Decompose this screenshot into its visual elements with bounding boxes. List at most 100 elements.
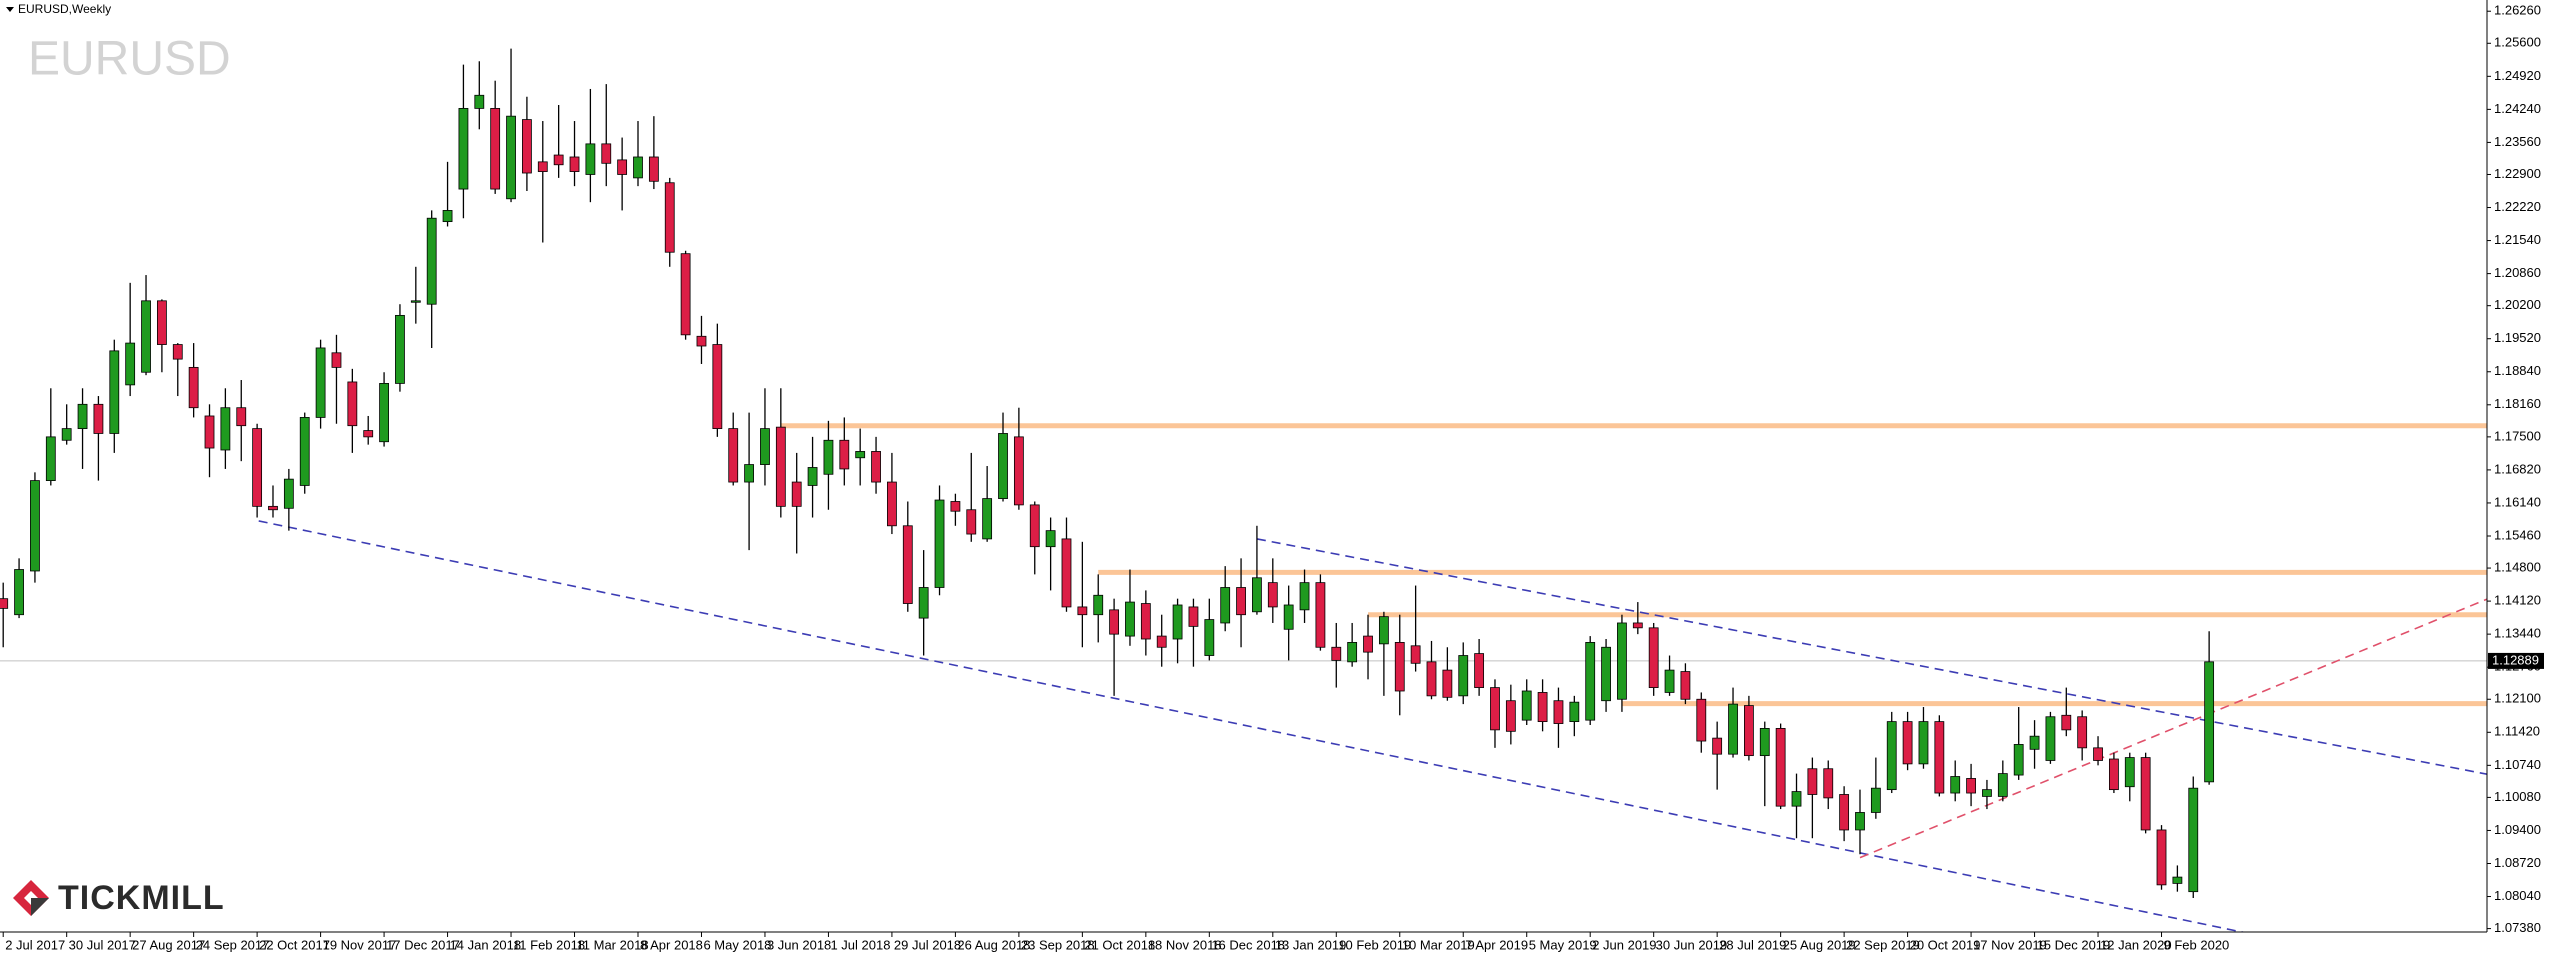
- y-tick-label: 1.07380: [2494, 920, 2541, 935]
- candle-body: [1077, 606, 1088, 616]
- candle-body: [1204, 619, 1215, 656]
- candle-body: [1648, 627, 1659, 688]
- current-price-label: 1.12889: [2492, 652, 2539, 667]
- candle-body: [2140, 757, 2151, 831]
- candle-body: [855, 451, 866, 459]
- x-tick-label: 22 Sep 2019: [1846, 937, 1920, 952]
- menu-arrow[interactable]: [6, 7, 14, 12]
- candle-body: [1680, 671, 1691, 700]
- candle-body: [188, 366, 199, 409]
- candle-body: [1188, 606, 1199, 627]
- y-tick-label: 1.21540: [2494, 232, 2541, 247]
- candle-body: [553, 154, 564, 166]
- candle-body: [1696, 698, 1707, 742]
- x-tick-label: 30 Jul 2017: [69, 937, 136, 952]
- y-tick-label: 1.25600: [2494, 35, 2541, 50]
- candle-body: [2156, 829, 2167, 886]
- candle-body: [1140, 603, 1151, 640]
- x-tick-label: 1 Jul 2018: [830, 937, 890, 952]
- candle-body: [1918, 721, 1929, 765]
- x-tick-label: 26 Aug 2018: [957, 937, 1030, 952]
- candle-body: [1220, 587, 1231, 624]
- candle-body: [887, 481, 897, 527]
- plot-area: [0, 48, 2487, 932]
- candle-body: [1934, 721, 1945, 794]
- candle-body: [1029, 504, 1040, 548]
- trendline: [1859, 598, 2487, 859]
- candle-body: [1632, 622, 1643, 629]
- y-tick-label: 1.10080: [2494, 789, 2541, 804]
- x-tick-label: 13 Jan 2019: [1275, 937, 1347, 952]
- candle-body: [696, 335, 707, 347]
- candle-body: [1585, 642, 1596, 721]
- candle-body: [982, 498, 993, 540]
- candle-body: [680, 253, 691, 336]
- x-tick-label: 11 Feb 2018: [513, 937, 585, 952]
- candle-body: [744, 464, 754, 483]
- candle-body: [1759, 728, 1770, 757]
- x-tick-label: 28 Jul 2019: [1719, 937, 1786, 952]
- candle-body: [966, 509, 977, 535]
- x-tick-label: 6 May 2018: [703, 937, 771, 952]
- candle-body: [537, 161, 548, 172]
- y-tick-label: 1.20860: [2494, 265, 2541, 280]
- logo-text: TICKMILL: [58, 879, 225, 917]
- candle-body: [1394, 642, 1405, 692]
- candle-body: [442, 210, 453, 223]
- x-tick-label: 22 Oct 2017: [259, 937, 330, 952]
- candle-body: [30, 480, 40, 572]
- candle-body: [1378, 616, 1389, 645]
- x-tick-label: 30 Jun 2019: [1656, 937, 1728, 952]
- y-tick-label: 1.14120: [2494, 593, 2541, 608]
- x-tick-label: 20 Oct 2019: [1910, 937, 1981, 952]
- candle-body: [1839, 794, 1850, 831]
- candle-body: [1172, 604, 1183, 640]
- x-tick-label: 3 Jun 2018: [767, 937, 831, 952]
- candle-body: [2109, 758, 2119, 791]
- y-tick-label: 1.11420: [2494, 724, 2540, 739]
- candle-body: [125, 342, 136, 386]
- candle-body: [2061, 714, 2072, 731]
- candle-body: [1902, 721, 1913, 765]
- y-tick-label: 1.08720: [2494, 855, 2541, 870]
- candle-body: [1886, 721, 1897, 791]
- candle-body: [1664, 669, 1675, 693]
- candle-body: [664, 182, 675, 253]
- candle-body: [458, 107, 469, 190]
- candle-body: [236, 407, 247, 427]
- candle-body: [1252, 577, 1262, 613]
- candle-body: [156, 300, 167, 345]
- x-tick-label: 9 Feb 2020: [2164, 937, 2230, 952]
- candle-body: [1997, 773, 2008, 797]
- current-price-box: [2488, 652, 2544, 669]
- candle-body: [2045, 716, 2056, 761]
- y-tick-label: 1.24240: [2494, 101, 2541, 116]
- y-tick-label: 1.16820: [2494, 461, 2541, 476]
- candle-body: [506, 115, 516, 200]
- candle-body: [1125, 601, 1135, 637]
- candle-body: [2188, 787, 2199, 893]
- candle-body: [109, 350, 120, 434]
- candle-body: [490, 107, 501, 190]
- x-tick-label: 29 Jul 2018: [894, 937, 961, 952]
- candle-body: [1505, 700, 1516, 732]
- x-tick-label: 2 Jun 2019: [1592, 937, 1656, 952]
- y-tick-label: 1.22220: [2494, 199, 2541, 214]
- x-tick-label: 17 Nov 2019: [1973, 937, 2047, 952]
- axes: 1.26260 1.25600 1.24920 1.24240 1.23560 1.229…: [2, 3, 2544, 952]
- candle-body: [1283, 604, 1294, 630]
- candle-body: [1617, 622, 1627, 700]
- candle-body: [2077, 716, 2088, 749]
- candle-body: [14, 569, 24, 616]
- x-tick-label: 10 Feb 2019: [1338, 937, 1411, 952]
- candle-body: [1442, 669, 1453, 698]
- y-tick-label: 1.17500: [2494, 428, 2541, 443]
- candle-body: [823, 439, 834, 475]
- y-tick-label: 1.12100: [2494, 691, 2541, 706]
- x-tick-label: 12 Jan 2020: [2100, 937, 2172, 952]
- y-tick-label: 1.09400: [2494, 822, 2541, 837]
- candle-body: [0, 598, 9, 609]
- candle-body: [1474, 653, 1485, 688]
- y-tick-label: 1.10740: [2494, 757, 2541, 772]
